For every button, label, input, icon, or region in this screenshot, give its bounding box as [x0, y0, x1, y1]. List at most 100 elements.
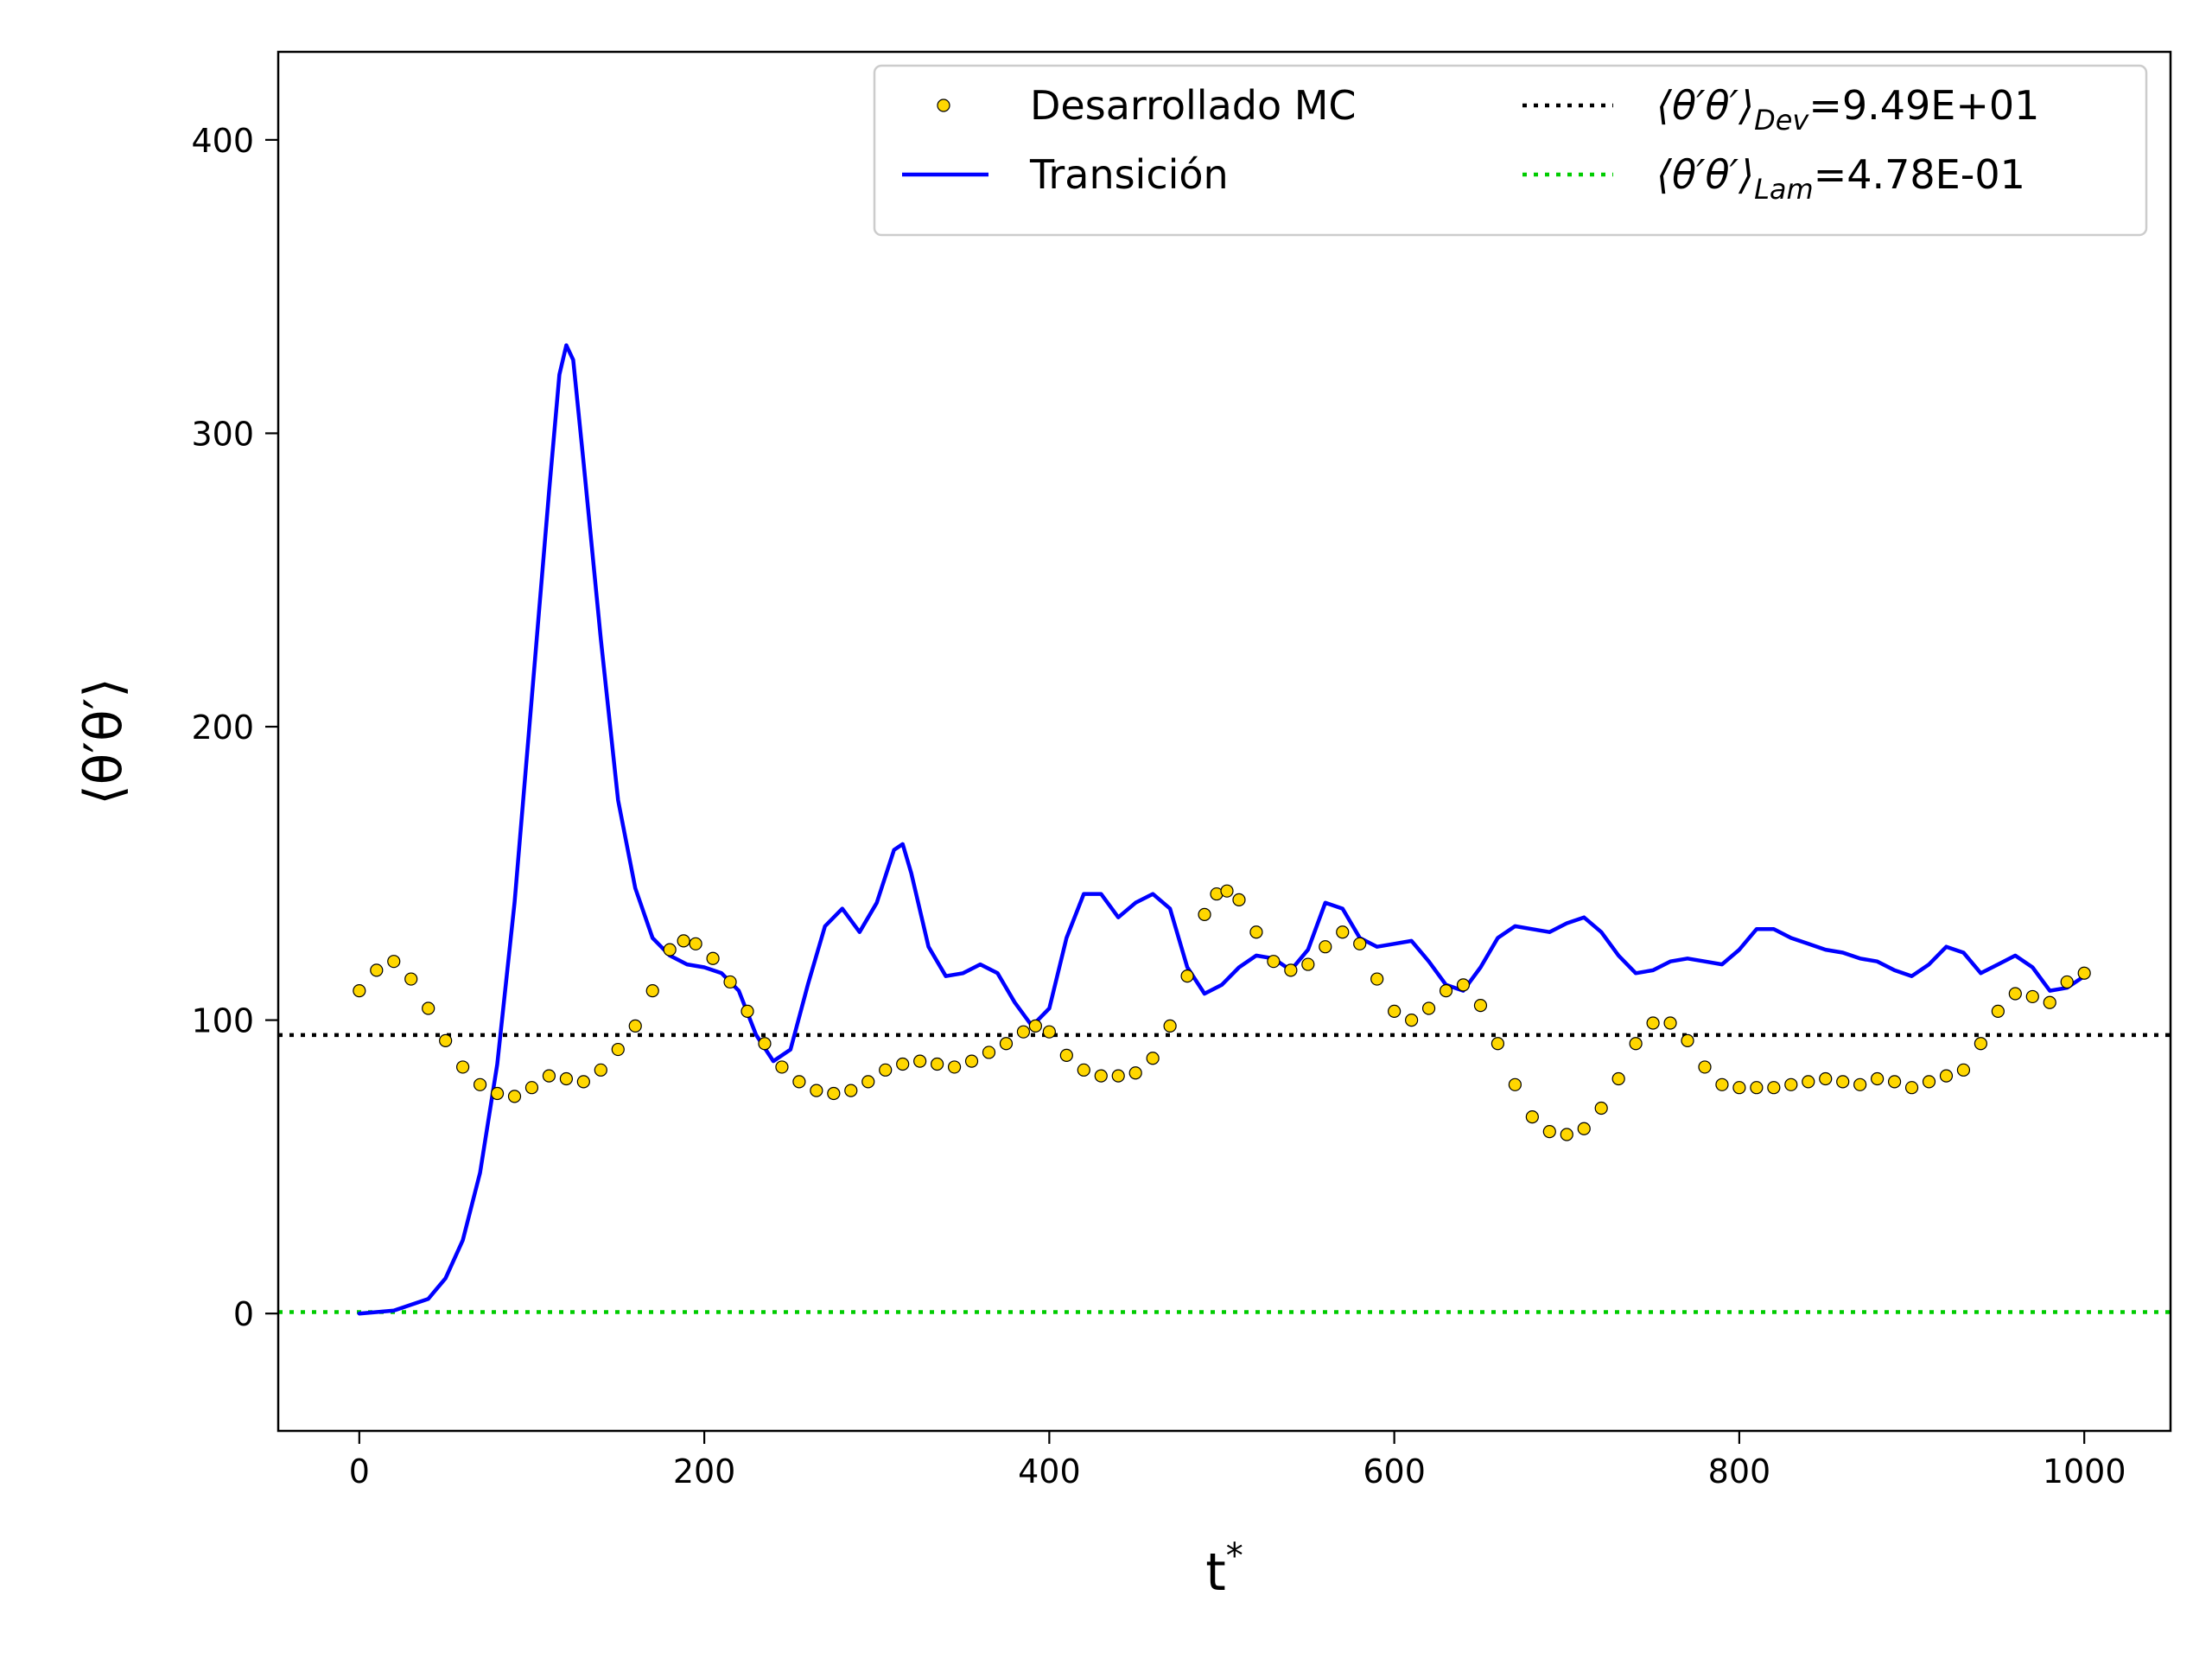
- scatter-point: [1956, 1063, 1971, 1077]
- scatter-point: [1819, 1071, 1833, 1086]
- scatter-point: [1232, 893, 1246, 906]
- axes: 0 200 400 600 800 1000 0 100 200 300 400 t* ⟨θ′θ′⟩: [73, 50, 2172, 1603]
- legend-box: [873, 64, 2148, 237]
- scatter-point: [2077, 966, 2091, 980]
- scatter-point: [1887, 1075, 1902, 1089]
- scatter-point: [1128, 1066, 1142, 1080]
- scatter-point: [689, 937, 702, 950]
- scatter-point: [1577, 1122, 1591, 1135]
- scatter-point: [1611, 1071, 1625, 1086]
- scatter-point: [1028, 1019, 1042, 1033]
- scatter-point: [507, 1090, 522, 1103]
- scatter-point: [1353, 937, 1367, 950]
- scatter-point: [1301, 957, 1315, 971]
- x-tick-label: 200: [673, 1452, 736, 1491]
- legend-label: ⟨θ′θ′⟩Lam=4.78E-01: [1656, 151, 2025, 206]
- scatter-point: [1267, 955, 1281, 969]
- scatter-point: [1939, 1069, 1954, 1083]
- x-axis-title: t*: [1205, 1536, 1243, 1603]
- scatter-point: [1042, 1025, 1056, 1039]
- scatter-point: [353, 984, 366, 998]
- scatter-point: [1439, 984, 1453, 998]
- scatter-point: [439, 1033, 453, 1047]
- scatter-point: [758, 1037, 772, 1051]
- scatter-point: [810, 1084, 823, 1097]
- scatter-point: [1319, 940, 1332, 954]
- legend: Desarrollado MC Transición ⟨θ′θ′⟩Dev=9.49E…: [873, 64, 2148, 237]
- scatter-point: [1220, 884, 1234, 898]
- scatter-point: [1646, 1016, 1660, 1030]
- scatter-point: [982, 1046, 996, 1059]
- scatter-point: [827, 1086, 841, 1101]
- scatter-point: [1750, 1081, 1764, 1095]
- scatter-point: [677, 934, 690, 948]
- scatter-point: [775, 1060, 789, 1074]
- scatter-point: [594, 1063, 607, 1077]
- scatter-point: [422, 1001, 435, 1015]
- scatter-point: [1370, 972, 1384, 986]
- scatter-point: [1542, 1125, 1556, 1139]
- x-tick-label: 1000: [2043, 1452, 2126, 1491]
- scatter-point: [1508, 1077, 1522, 1091]
- legend-label: ⟨θ′θ′⟩Dev=9.49E+01: [1656, 82, 2039, 137]
- scatter-point: [2060, 975, 2074, 989]
- scatter-point: [1249, 925, 1263, 939]
- y-tick-label: 400: [191, 122, 254, 160]
- scatter-point: [1904, 1081, 1919, 1095]
- scatter-point: [1456, 978, 1471, 992]
- scatter-point: [1784, 1077, 1798, 1091]
- plot-area: [278, 343, 2171, 1316]
- x-tick-label: 800: [1708, 1452, 1771, 1491]
- transicion-line: [357, 343, 2087, 1316]
- scatter-point: [1681, 1033, 1694, 1047]
- scatter-point: [1405, 1013, 1419, 1027]
- scatter-point: [1094, 1069, 1108, 1083]
- scatter-point: [1146, 1052, 1160, 1065]
- scatter-point: [1629, 1037, 1643, 1051]
- y-axis-title: ⟨θ′θ′⟩: [73, 677, 134, 804]
- scatter-point: [1016, 1025, 1031, 1039]
- scatter-point: [576, 1075, 590, 1089]
- scatter-point: [913, 1054, 927, 1068]
- scatter-point: [2025, 989, 2039, 1004]
- scatter-point: [611, 1042, 625, 1057]
- scatter-point: [741, 1004, 754, 1019]
- scatter-point: [1871, 1071, 1885, 1086]
- legend-scatter-marker: [937, 99, 950, 112]
- legend-label: Desarrollado MC: [1030, 82, 1357, 129]
- scatter-point: [1163, 1019, 1177, 1033]
- scatter-point: [1922, 1075, 1936, 1089]
- scatter-point: [1421, 1001, 1436, 1015]
- scatter-point: [1732, 1081, 1746, 1095]
- x-tick-label: 0: [349, 1452, 370, 1491]
- scatter-point: [844, 1084, 858, 1097]
- scatter-point: [1284, 963, 1298, 977]
- y-tick-label: 0: [233, 1295, 254, 1333]
- scatter-point: [524, 1081, 539, 1095]
- scatter-point: [792, 1075, 806, 1089]
- scatter-point: [1853, 1077, 1867, 1091]
- scatter-point: [387, 955, 401, 969]
- legend-label: Transición: [1029, 151, 1229, 198]
- scatter-point: [1473, 999, 1488, 1013]
- scatter-point: [490, 1086, 505, 1101]
- scatter-point: [645, 984, 659, 998]
- scatter-point: [723, 975, 737, 989]
- scatter-point: [1077, 1063, 1090, 1077]
- series-group: [278, 343, 2171, 1316]
- scatter-point: [370, 963, 384, 977]
- y-tick-label: 100: [191, 1002, 254, 1040]
- scatter-point: [1974, 1037, 1988, 1051]
- scatter-point: [404, 972, 418, 986]
- scatter-point: [2043, 995, 2056, 1009]
- scatter-point: [1491, 1037, 1505, 1051]
- scatter-point: [1594, 1101, 1608, 1116]
- scatter-point: [947, 1060, 962, 1074]
- scatter-point: [1336, 925, 1350, 939]
- scatter-point: [542, 1069, 556, 1083]
- y-tick-label: 300: [191, 415, 254, 453]
- scatter-point: [1663, 1016, 1677, 1030]
- scatter-point: [663, 943, 677, 957]
- scatter-point: [1991, 1004, 2005, 1019]
